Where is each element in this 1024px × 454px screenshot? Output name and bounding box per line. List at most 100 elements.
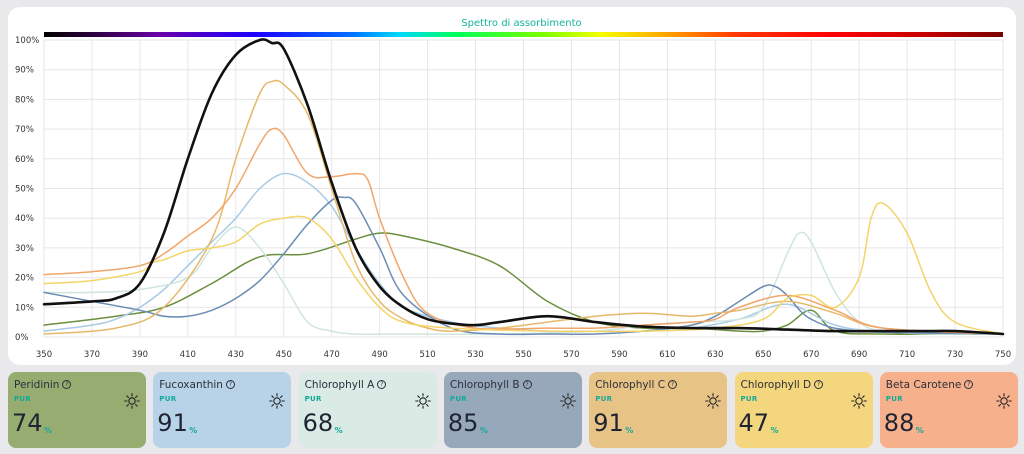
pur-label: PUR	[159, 395, 177, 403]
series-lines	[42, 38, 1005, 336]
y-tick-label: 50%	[15, 185, 34, 195]
series-line-5	[43, 127, 1004, 335]
y-tick-label: 80%	[15, 95, 34, 105]
x-tick-label: 530	[467, 350, 483, 360]
x-tick-label: 570	[563, 350, 579, 360]
chart-title: Spettro di assorbimento	[461, 18, 581, 29]
x-tick-label: 450	[276, 350, 292, 360]
pigment-cards: Peridinin? PUR 74% Fucoxanthin? PUR 91% Chloro…	[8, 372, 1018, 448]
pur-value: 88	[883, 409, 915, 437]
pur-label: PUR	[595, 395, 613, 403]
series-line-7	[42, 38, 1005, 336]
pur-label: PUR	[14, 395, 32, 403]
pigment-card-beta-carotene[interactable]: Beta Carotene? PUR 88%	[879, 372, 1018, 448]
spectrum-gradient-bar	[44, 32, 1003, 37]
y-tick-label: 100%	[15, 36, 39, 46]
absorption-chart: Spettro di assorbimento 0% 10% 20% 30% 40% 50…	[15, 18, 1011, 360]
absorption-chart-panel: Spettro di assorbimento 0% 10% 20% 30% 40% 50…	[8, 7, 1016, 365]
pigment-card-chlorophyll-c[interactable]: Chlorophyll C? PUR 91%	[589, 372, 728, 448]
series-line-3	[43, 196, 1004, 336]
y-tick-label: 70%	[15, 125, 34, 135]
sun-icon[interactable]	[995, 393, 1012, 413]
pigment-card-peridinin[interactable]: Peridinin? PUR 74%	[8, 372, 146, 448]
card-title-text: Chlorophyll D	[740, 379, 812, 391]
pur-unit: %	[770, 426, 779, 435]
x-tick-label: 670	[803, 350, 819, 360]
y-tick-label: 20%	[15, 274, 34, 284]
pur-value: 91	[593, 409, 624, 437]
series-line-2	[43, 226, 1004, 335]
pur-unit: %	[479, 426, 488, 435]
x-tick-label: 430	[228, 350, 244, 360]
sun-icon[interactable]	[705, 393, 722, 413]
y-tick-label: 90%	[15, 66, 34, 76]
y-tick-label: 30%	[15, 244, 34, 254]
pur-value: 68	[302, 409, 334, 437]
pur-value: 47	[738, 409, 770, 437]
pur-value: 74	[12, 409, 43, 437]
pur-label: PUR	[304, 395, 322, 403]
help-icon[interactable]: ?	[814, 380, 824, 389]
card-title-text: Fucoxanthin	[159, 379, 223, 391]
x-tick-label: 410	[180, 350, 196, 360]
card-title: Fucoxanthin?	[159, 379, 235, 391]
grid	[43, 39, 1004, 338]
card-title-text: Chlorophyll B	[449, 379, 520, 391]
x-tick-label: 710	[899, 350, 915, 360]
x-tick-label: 390	[132, 350, 148, 360]
card-title: Peridinin?	[14, 379, 72, 391]
pur-value: 85	[447, 409, 479, 437]
card-title-text: Peridinin	[14, 379, 60, 391]
pigment-card-chlorophyll-a[interactable]: Chlorophyll A? PUR 68%	[298, 372, 437, 448]
x-tick-label: 750	[995, 350, 1011, 360]
pur-unit: %	[625, 426, 634, 435]
sun-icon[interactable]	[850, 393, 867, 413]
sun-icon[interactable]	[560, 393, 576, 413]
series-line-6	[43, 201, 1004, 335]
x-tick-label: 610	[659, 350, 675, 360]
x-tick-label: 510	[419, 350, 435, 360]
x-tick-label: 350	[36, 350, 52, 360]
x-tick-label: 470	[324, 350, 340, 360]
y-tick-label: 0%	[15, 333, 29, 343]
pur-unit: %	[915, 426, 924, 435]
card-title: Chlorophyll B?	[450, 379, 532, 391]
pigment-card-chlorophyll-d[interactable]: Chlorophyll D? PUR 47%	[734, 372, 873, 448]
pur-value: 91	[157, 409, 188, 437]
x-tick-label: 490	[372, 350, 388, 360]
pur-label: PUR	[449, 395, 467, 403]
x-tick-label: 630	[707, 350, 723, 360]
pur-label: PUR	[740, 395, 758, 403]
help-icon[interactable]: ?	[522, 380, 532, 389]
pur-unit: %	[334, 426, 343, 435]
sun-icon[interactable]	[414, 393, 431, 413]
pur-unit: %	[44, 426, 53, 435]
pigment-card-fucoxanthin[interactable]: Fucoxanthin? PUR 91%	[153, 372, 292, 448]
y-axis-ticks: 0% 10% 20% 30% 40% 50% 60% 70% 80% 90% 100%	[15, 36, 39, 343]
help-icon[interactable]: ?	[964, 380, 974, 389]
sun-icon[interactable]	[124, 393, 140, 413]
card-title-text: Chlorophyll C	[595, 379, 666, 391]
y-tick-label: 10%	[15, 303, 34, 313]
x-tick-label: 370	[84, 350, 100, 360]
help-icon[interactable]: ?	[668, 380, 678, 389]
help-icon[interactable]: ?	[62, 380, 72, 389]
x-axis-ticks: 350 370 390 410 430 450 470 490 510 530 550 570 590 6…	[36, 350, 1011, 360]
card-title: Chlorophyll C?	[595, 379, 678, 391]
x-tick-label: 690	[851, 350, 867, 360]
x-tick-label: 590	[611, 350, 627, 360]
card-title-text: Chlorophyll A	[304, 379, 375, 391]
card-title-text: Beta Carotene	[885, 379, 962, 391]
card-title: Chlorophyll D?	[741, 379, 824, 391]
card-title: Chlorophyll A?	[305, 379, 387, 391]
help-icon[interactable]: ?	[377, 380, 387, 389]
pigment-card-chlorophyll-b[interactable]: Chlorophyll B? PUR 85%	[443, 372, 582, 448]
sun-icon[interactable]	[269, 393, 286, 413]
help-icon[interactable]: ?	[225, 380, 235, 389]
y-tick-label: 40%	[15, 214, 34, 224]
card-title: Beta Carotene?	[886, 379, 974, 391]
series-line-4	[43, 79, 1004, 335]
pur-unit: %	[189, 426, 198, 435]
x-tick-label: 650	[755, 350, 771, 360]
pur-label: PUR	[885, 395, 903, 403]
